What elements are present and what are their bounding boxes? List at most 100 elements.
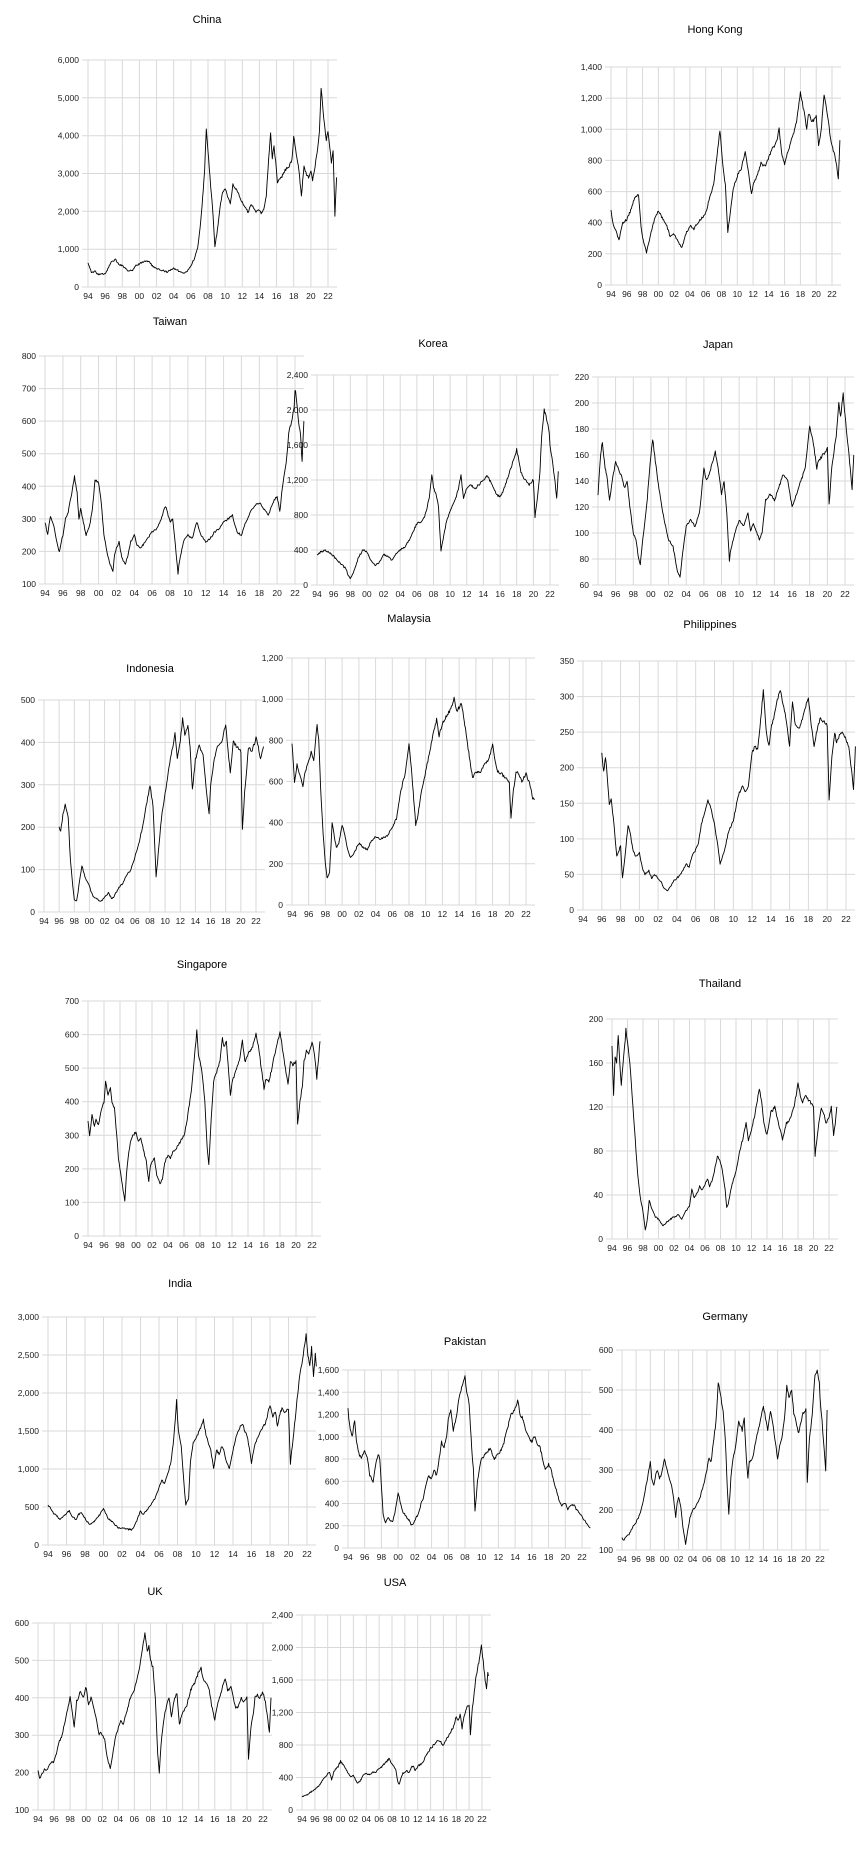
x-tick-label: 04 [115, 916, 125, 926]
x-tick-label: 22 [477, 1814, 487, 1824]
chart-title: USA [384, 1577, 407, 1589]
x-tick-label: 00 [94, 588, 104, 598]
x-tick-label: 00 [362, 589, 372, 599]
y-tick-label: 1,200 [318, 1410, 340, 1420]
chart-uk: 100 200 300 400 500 600 94 96 98 00 02 04 06 08 10 12 14… [15, 1586, 272, 1824]
y-tick-label: 800 [269, 735, 283, 745]
x-tick-label: 00 [654, 1243, 664, 1253]
x-tick-label: 94 [606, 289, 616, 299]
x-tick-label: 94 [33, 1814, 43, 1824]
x-tick-label: 96 [54, 916, 64, 926]
y-tick-label: 500 [25, 1502, 39, 1512]
x-tick-label: 16 [272, 291, 282, 301]
x-tick-label: 06 [130, 1814, 140, 1824]
series-line [87, 1029, 321, 1202]
series-line [621, 1369, 828, 1545]
chart-title: Philippines [683, 619, 737, 631]
y-tick-label: 0 [34, 1540, 39, 1550]
y-tick-label: 0 [30, 907, 35, 917]
series-line [597, 392, 855, 578]
x-tick-label: 96 [62, 1549, 72, 1559]
y-tick-label: 1,600 [287, 440, 309, 450]
x-tick-label: 16 [237, 588, 247, 598]
x-tick-label: 94 [83, 1240, 93, 1250]
x-tick-label: 22 [258, 1814, 268, 1824]
y-tick-label: 1,200 [262, 653, 284, 663]
x-tick-label: 04 [130, 588, 140, 598]
x-tick-label: 02 [100, 916, 110, 926]
y-tick-label: 2,000 [272, 1643, 294, 1653]
x-tick-label: 08 [460, 1552, 470, 1562]
y-tick-label: 5,000 [58, 93, 80, 103]
y-tick-label: 1,000 [18, 1464, 40, 1474]
y-tick-label: 200 [589, 1014, 603, 1024]
x-tick-label: 02 [669, 1243, 679, 1253]
x-tick-label: 14 [426, 1814, 436, 1824]
x-tick-label: 96 [99, 1240, 109, 1250]
chart-germany: 100 200 300 400 500 600 94 96 98 00 02 04 06 08 10 12 14… [599, 1311, 829, 1564]
y-tick-label: 800 [22, 351, 36, 361]
x-tick-label: 12 [178, 1814, 188, 1824]
x-tick-label: 20 [811, 289, 821, 299]
x-tick-label: 22 [302, 1549, 312, 1559]
y-tick-label: 500 [65, 1063, 79, 1073]
x-tick-label: 06 [691, 914, 701, 924]
x-tick-label: 16 [471, 909, 481, 919]
x-tick-label: 00 [135, 291, 145, 301]
x-tick-label: 12 [210, 1549, 220, 1559]
y-tick-label: 80 [594, 1146, 604, 1156]
x-tick-label: 02 [98, 1814, 108, 1824]
x-tick-label: 14 [454, 909, 464, 919]
x-tick-label: 20 [561, 1552, 571, 1562]
x-tick-label: 98 [80, 1549, 90, 1559]
x-tick-label: 02 [669, 289, 679, 299]
y-tick-label: 400 [65, 1097, 79, 1107]
x-tick-label: 22 [824, 1243, 834, 1253]
x-tick-label: 06 [186, 291, 196, 301]
x-tick-label: 12 [494, 1552, 504, 1562]
x-tick-label: 18 [544, 1552, 554, 1562]
x-tick-label: 98 [115, 1240, 125, 1250]
x-tick-label: 08 [195, 1240, 205, 1250]
y-tick-label: 200 [269, 859, 283, 869]
series-line [610, 91, 841, 254]
y-tick-label: 200 [21, 822, 35, 832]
y-tick-label: 220 [575, 372, 589, 382]
x-tick-label: 06 [179, 1240, 189, 1250]
chart-china: 0 1,000 2,000 3,000 4,000 5,000 6,000 94 96 98 00 0… [58, 14, 338, 301]
x-tick-label: 14 [762, 1243, 772, 1253]
x-tick-label: 94 [617, 1554, 627, 1564]
x-tick-label: 00 [654, 289, 664, 299]
x-tick-label: 10 [477, 1552, 487, 1562]
x-tick-label: 14 [766, 914, 776, 924]
y-tick-label: 600 [22, 416, 36, 426]
y-tick-label: 600 [588, 187, 602, 197]
x-tick-label: 14 [243, 1240, 253, 1250]
x-tick-label: 98 [629, 589, 639, 599]
y-tick-label: 1,400 [318, 1387, 340, 1397]
y-tick-label: 150 [560, 798, 574, 808]
y-tick-label: 140 [575, 476, 589, 486]
x-tick-label: 02 [674, 1554, 684, 1564]
x-tick-label: 14 [759, 1554, 769, 1564]
x-tick-label: 18 [793, 1243, 803, 1253]
y-tick-label: 160 [589, 1058, 603, 1068]
x-tick-label: 02 [117, 1549, 127, 1559]
y-tick-label: 6,000 [58, 55, 80, 65]
x-tick-label: 10 [191, 1549, 201, 1559]
series-line [44, 389, 305, 575]
y-tick-label: 200 [560, 763, 574, 773]
x-tick-label: 22 [323, 291, 333, 301]
x-tick-label: 04 [685, 1243, 695, 1253]
x-tick-label: 98 [377, 1552, 387, 1562]
x-tick-label: 10 [729, 914, 739, 924]
x-tick-label: 12 [176, 916, 186, 926]
x-tick-label: 00 [131, 1240, 141, 1250]
y-tick-label: 1,000 [58, 244, 80, 254]
x-tick-label: 08 [165, 588, 175, 598]
y-tick-label: 4,000 [58, 131, 80, 141]
x-tick-label: 18 [787, 1554, 797, 1564]
chart-title: Thailand [699, 978, 741, 990]
chart-title: Indonesia [126, 663, 175, 675]
x-tick-label: 18 [796, 289, 806, 299]
